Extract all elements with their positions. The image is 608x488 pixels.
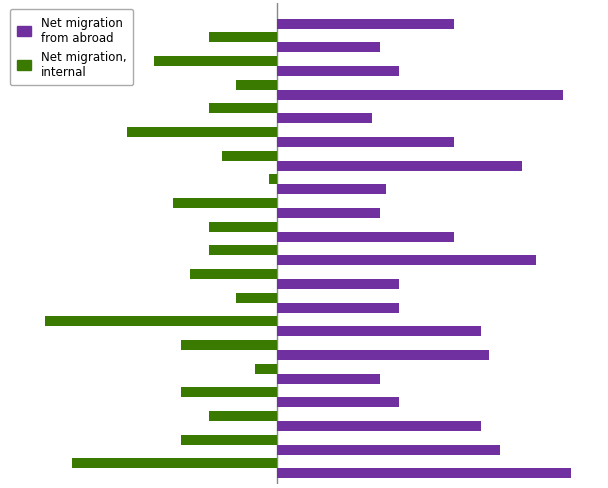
Bar: [277, 185, 385, 195]
Bar: [209, 222, 277, 232]
Bar: [277, 256, 536, 266]
Bar: [277, 20, 454, 29]
Bar: [277, 232, 454, 242]
Bar: [277, 138, 454, 147]
Bar: [277, 280, 399, 289]
Bar: [181, 387, 277, 398]
Bar: [277, 303, 399, 313]
Legend: Net migration
from abroad, Net migration,
internal: Net migration from abroad, Net migration…: [10, 10, 134, 86]
Bar: [255, 364, 277, 374]
Bar: [236, 293, 277, 303]
Bar: [277, 326, 481, 337]
Bar: [277, 468, 571, 478]
Bar: [209, 411, 277, 421]
Bar: [277, 162, 522, 171]
Bar: [154, 57, 277, 67]
Bar: [173, 199, 277, 208]
Bar: [209, 246, 277, 256]
Bar: [277, 114, 372, 124]
Bar: [72, 459, 277, 468]
Bar: [277, 398, 399, 407]
Bar: [223, 151, 277, 162]
Bar: [277, 43, 381, 53]
Bar: [277, 374, 381, 384]
Bar: [127, 128, 277, 138]
Bar: [190, 269, 277, 280]
Bar: [209, 104, 277, 114]
Bar: [269, 175, 277, 185]
Bar: [181, 341, 277, 350]
Bar: [277, 90, 563, 101]
Bar: [209, 33, 277, 43]
Bar: [45, 317, 277, 326]
Bar: [277, 445, 500, 455]
Bar: [236, 81, 277, 90]
Bar: [277, 350, 489, 360]
Bar: [277, 421, 481, 431]
Bar: [181, 435, 277, 445]
Bar: [277, 67, 399, 77]
Bar: [277, 208, 381, 219]
